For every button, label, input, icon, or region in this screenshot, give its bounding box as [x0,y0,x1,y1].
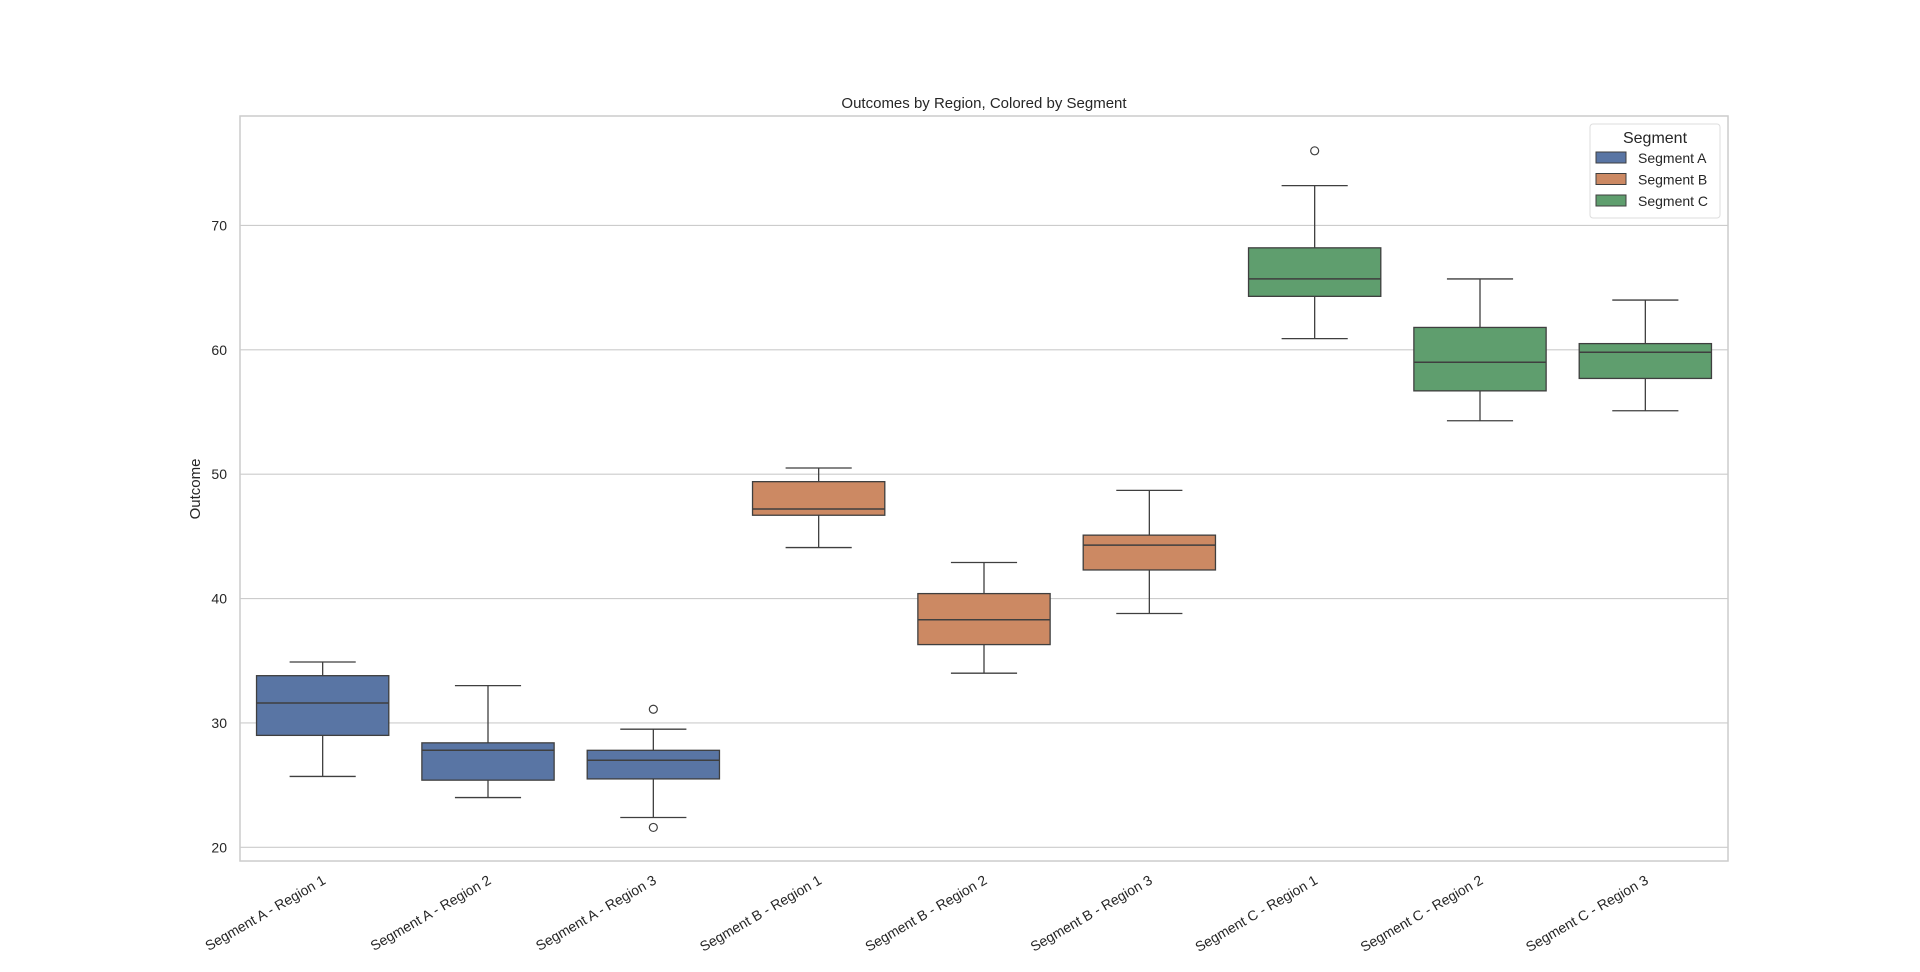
box-iqr [751,481,886,516]
box-2 [421,684,555,799]
x-tick-label: Segment B - Region 3 [1028,872,1155,955]
legend-title: Segment [1623,130,1688,147]
y-axis-label: Outcome [187,459,204,520]
x-tick-label: Segment B - Region 1 [697,872,824,955]
box-iqr [1413,326,1547,392]
legend: Segment Segment A Segment B Segment C [1589,123,1721,219]
x-ticks: Segment A - Region 1 Segment A - Region 2… [202,872,1651,955]
box-6 [1082,489,1217,615]
box-iqr [1578,342,1713,380]
legend-swatch [1595,194,1627,207]
x-tick-label: Segment B - Region 2 [862,872,989,955]
legend-label: Segment C [1638,193,1708,209]
box-8 [1413,278,1547,422]
plot-area-frame [239,115,1729,862]
y-tick-label: 50 [211,466,227,482]
x-tick-label: Segment C - Region 3 [1523,872,1651,955]
box-iqr [1082,534,1217,571]
outlier-point [648,704,658,714]
box-9 [1578,299,1713,412]
box-7 [1247,146,1382,340]
boxes [255,146,1713,833]
chart-title: Outcomes by Region, Colored by Segment [841,95,1127,112]
box-5 [917,561,1051,674]
x-tick-label: Segment A - Region 2 [368,872,494,954]
y-ticks: 20 30 40 50 60 70 [211,217,227,855]
x-tick-label: Segment A - Region 3 [533,872,659,954]
y-tick-label: 40 [211,591,227,607]
outlier-point [648,822,658,833]
x-tick-label: Segment C - Region 1 [1192,872,1320,955]
legend-swatch [1595,151,1627,164]
y-tick-label: 60 [211,342,227,358]
y-tick-label: 20 [211,839,227,855]
box-iqr [1247,247,1382,297]
box-iqr [255,675,390,737]
box-iqr [421,742,555,781]
outlier-point [1310,146,1320,156]
box-iqr [586,749,721,780]
box-3 [586,704,721,833]
y-tick-label: 30 [211,715,227,731]
y-tick-label: 70 [211,217,227,233]
legend-label: Segment B [1638,172,1707,188]
x-tick-label: Segment A - Region 1 [202,872,328,954]
box-4 [751,467,886,549]
box-1 [255,661,390,778]
legend-swatch [1595,173,1627,185]
x-tick-label: Segment C - Region 2 [1358,872,1486,955]
legend-label: Segment A [1638,150,1707,166]
